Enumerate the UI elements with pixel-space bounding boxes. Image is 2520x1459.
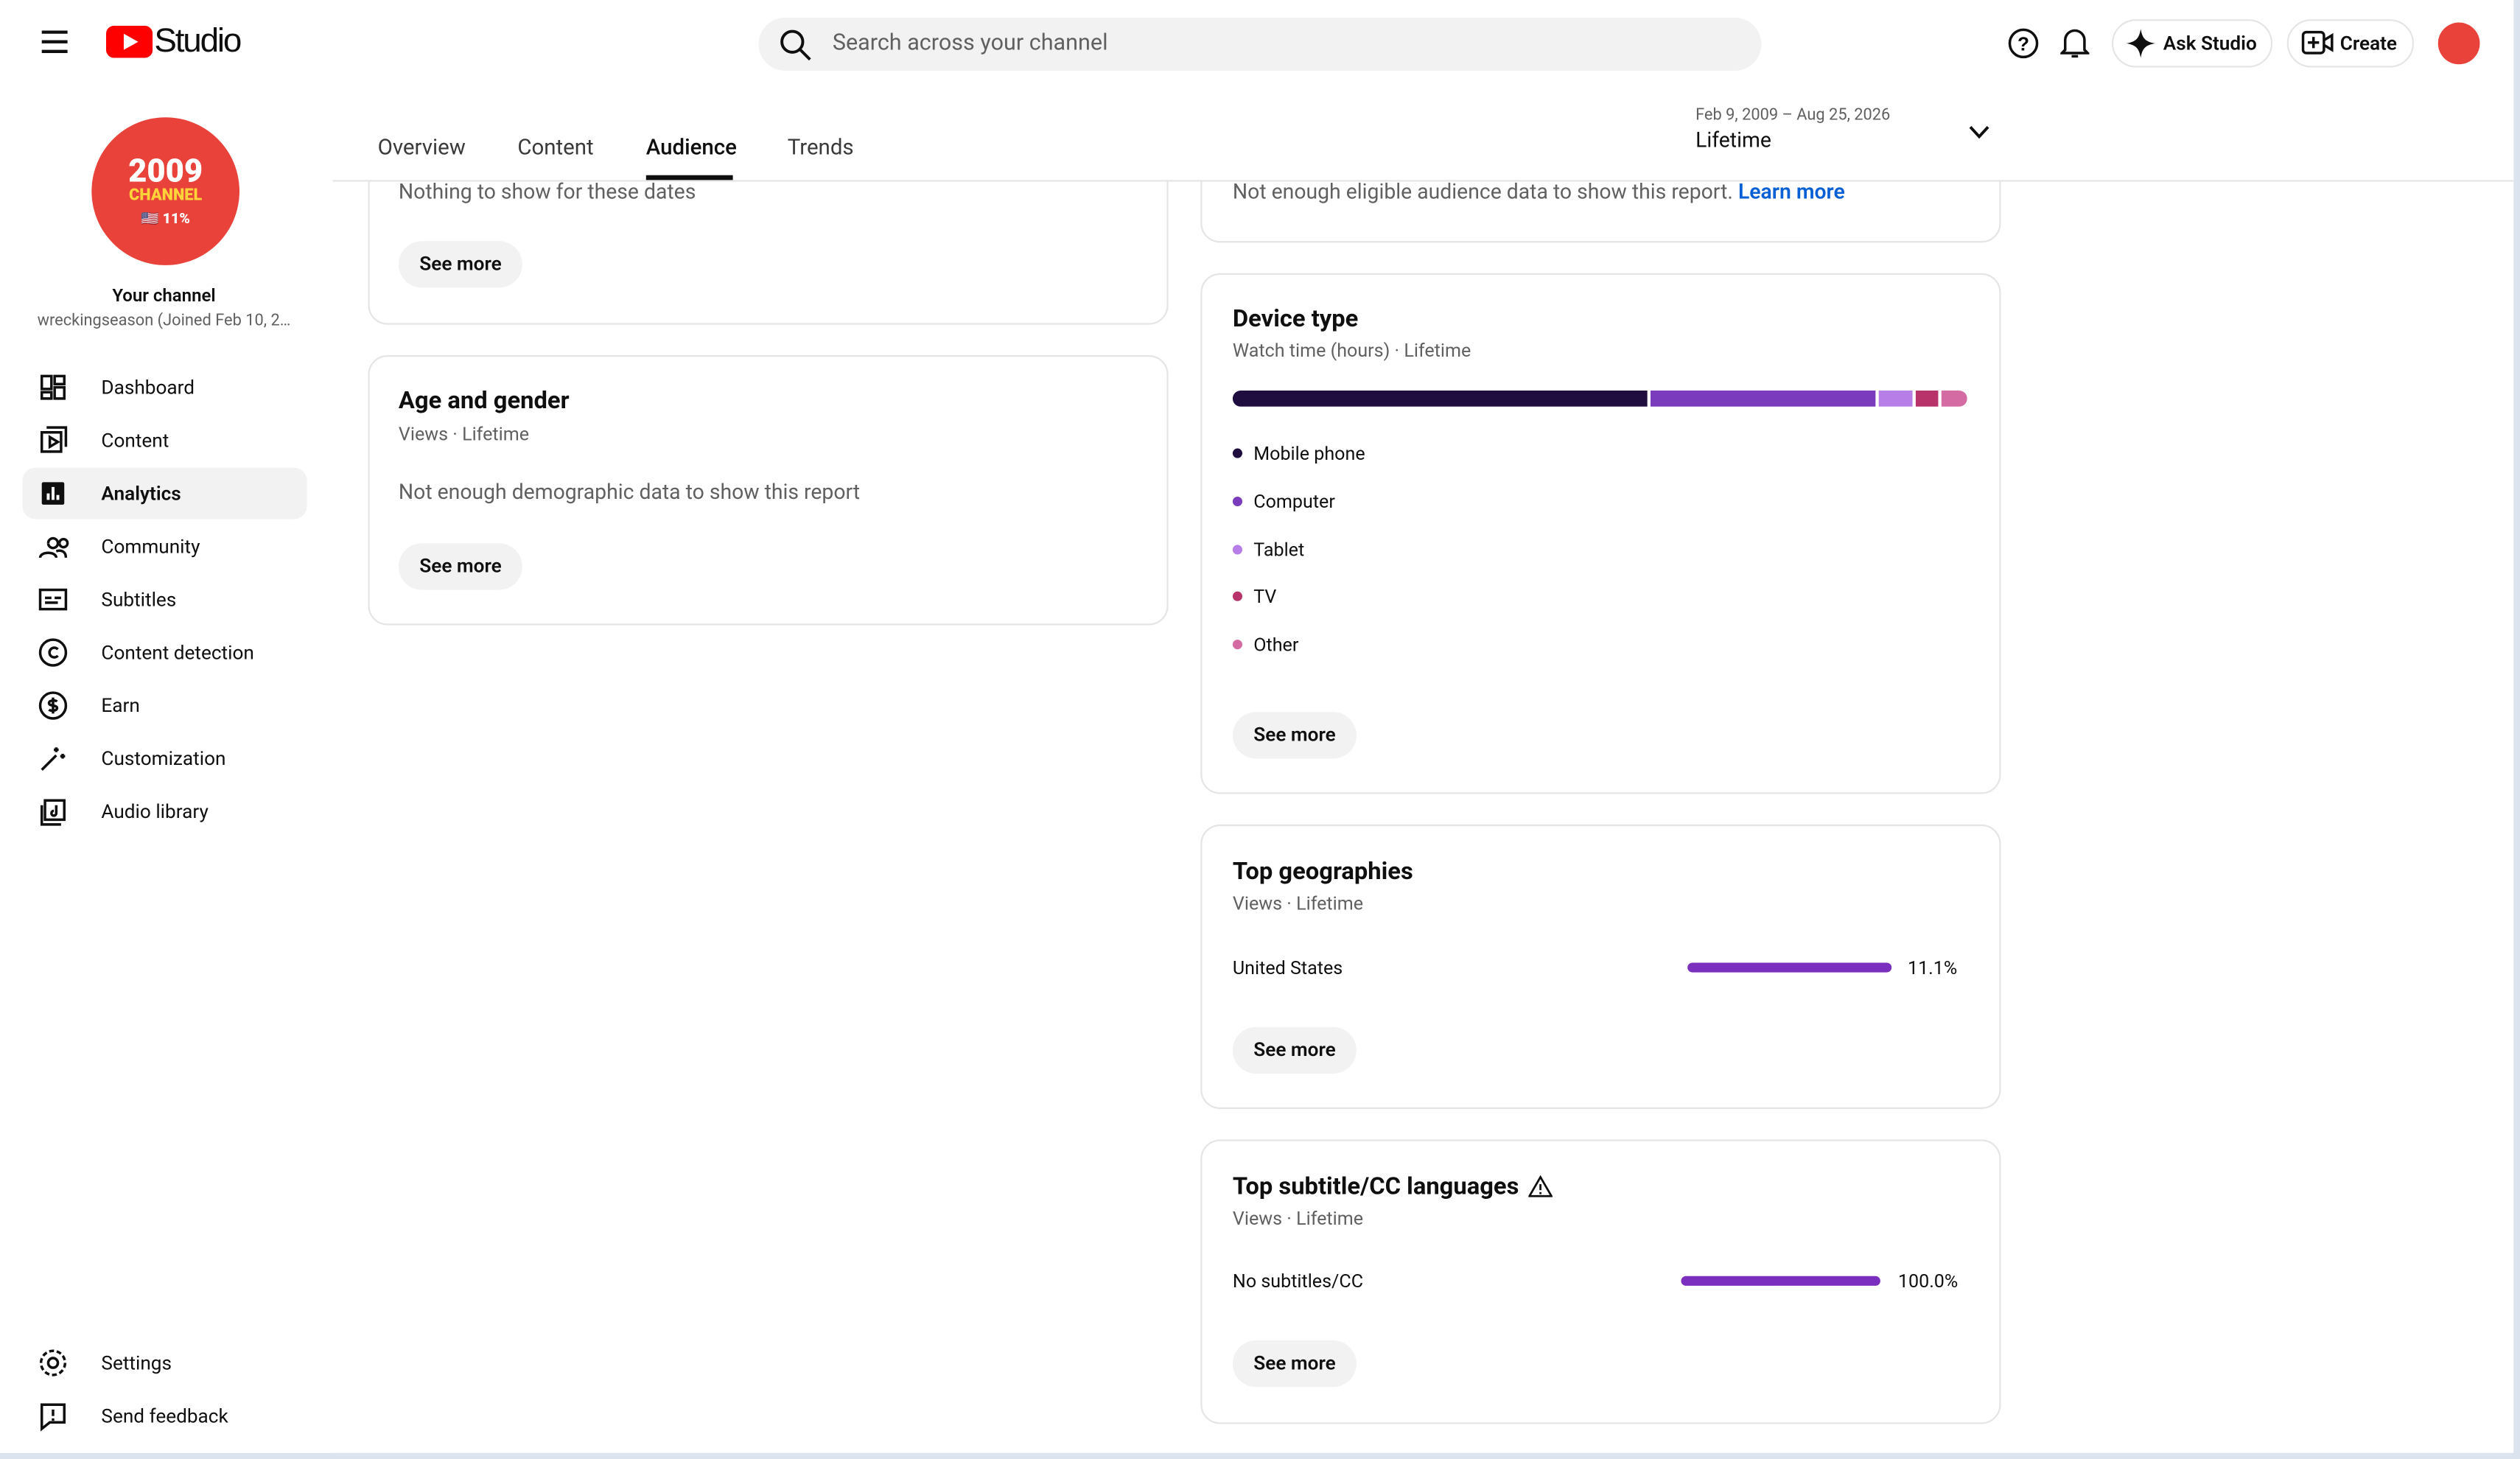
nav-item[interactable]: Settings (101, 1351, 172, 1374)
legend-dot (1232, 448, 1243, 458)
tab-underline (645, 175, 733, 181)
legend-dot (1232, 640, 1243, 650)
nav-item[interactable]: Community (101, 535, 200, 558)
account-avatar[interactable] (2437, 22, 2480, 65)
card-title: Top subtitle/CC languages (1232, 1172, 1519, 1201)
avatar-text: 🇺🇸 11% (141, 211, 191, 228)
tab[interactable]: Overview (377, 135, 466, 161)
help-icon[interactable]: ? (2007, 27, 2040, 60)
tab-active[interactable]: Audience (645, 135, 737, 161)
value-label: 11.1% (1907, 956, 1958, 979)
chevron-icon[interactable] (1969, 125, 1989, 140)
bar-segment (1942, 391, 1967, 407)
stacked-bar (1232, 391, 1967, 407)
nav-icon (38, 588, 68, 611)
nav-icon (38, 691, 68, 720)
create-icon (2301, 30, 2334, 55)
message: Not enough demographic data to show this… (398, 481, 861, 505)
channel-handle: wreckingseason (Joined Feb 10, 2… (37, 312, 291, 331)
ask-studio-button[interactable] (2111, 19, 2273, 68)
nav-item[interactable]: Dashboard (101, 376, 195, 399)
nav-icon (41, 747, 66, 771)
date-label[interactable]: Lifetime (1695, 129, 1771, 154)
row-label: No subtitles/CC (1232, 1270, 1364, 1292)
nav-item[interactable]: Content detection (101, 641, 254, 664)
nav-item[interactable]: Customization (101, 747, 226, 770)
nav-item[interactable]: Analytics (101, 482, 181, 505)
legend-label: Computer (1253, 490, 1335, 513)
card-subtitle: Views · Lifetime (398, 422, 530, 446)
sparkle-icon (2126, 29, 2155, 58)
nav-icon (38, 536, 69, 559)
see-more-button[interactable]: See more (1232, 712, 1357, 759)
nav-icon (41, 482, 65, 505)
bar-segment (1878, 391, 1913, 407)
logo-icon[interactable] (105, 25, 153, 58)
bar (1681, 1276, 1880, 1286)
sidebar (0, 88, 333, 1453)
nav-active-bg (22, 467, 307, 519)
search-placeholder: Search across your channel (832, 30, 1108, 57)
card-title: Device type (1232, 304, 1359, 333)
date-range[interactable]: Feb 9, 2009 – Aug 25, 2026 (1695, 107, 1891, 125)
channel-title: Your channel (112, 285, 216, 307)
menu-icon[interactable] (41, 29, 69, 55)
legend-dot (1232, 591, 1243, 601)
avatar-text: CHANNEL (128, 187, 203, 206)
warning-icon (1528, 1175, 1553, 1197)
bar (1687, 962, 1892, 973)
see-more-button[interactable]: See more (1232, 1026, 1357, 1074)
legend-label: Other (1253, 633, 1299, 656)
svg-text:?: ? (2017, 33, 2029, 55)
legend-label: TV (1253, 584, 1277, 608)
row-label: United States (1232, 956, 1343, 979)
create-label: Create (2339, 32, 2398, 55)
nav-icon (40, 1403, 66, 1432)
card-subtitle: Watch time (hours) · Lifetime (1232, 339, 1471, 362)
card-subtitle: Views · Lifetime (1232, 1207, 1364, 1230)
legend-dot (1232, 496, 1243, 507)
bar-segment (1915, 391, 1939, 407)
nav-icon (39, 1349, 67, 1376)
nav-item[interactable]: Earn (101, 694, 140, 717)
see-more-button[interactable]: See more (1232, 1340, 1357, 1388)
see-more-button[interactable]: See more (398, 543, 523, 590)
legend-dot (1232, 545, 1243, 555)
card (1200, 273, 2001, 794)
bar-segment (1650, 391, 1875, 407)
nav-item[interactable]: Audio library (101, 800, 209, 823)
logo-text[interactable]: Studio (154, 22, 242, 60)
avatar-text: 2009 (128, 151, 203, 190)
notifications-icon[interactable] (2060, 26, 2090, 60)
channel-avatar[interactable] (91, 117, 239, 265)
search-box[interactable] (758, 17, 1762, 71)
nav-item[interactable]: Send feedback (101, 1404, 228, 1427)
tab[interactable]: Content (517, 135, 594, 161)
message-text: Not enough eligible audience data to sho… (1232, 181, 1733, 206)
bar-segment (1232, 391, 1648, 407)
message: Not enough eligible audience data to sho… (1233, 181, 1845, 205)
tab[interactable]: Trends (787, 135, 854, 161)
learn-more-link[interactable]: Learn more (1737, 181, 1845, 206)
ask-studio-label: Ask Studio (2163, 32, 2257, 55)
nav-icon (40, 426, 68, 453)
message: Nothing to show for these dates (398, 181, 696, 206)
nav-item[interactable]: Subtitles (101, 588, 177, 611)
card-title: Top geographies (1232, 856, 1413, 886)
nav-icon (38, 638, 68, 667)
nav-icon (40, 799, 66, 826)
legend-label: Tablet (1253, 538, 1305, 561)
value-label: 100.0% (1897, 1270, 1959, 1292)
nav-item[interactable]: Content (101, 429, 169, 452)
card-title: Age and gender (398, 385, 570, 415)
legend-label: Mobile phone (1253, 441, 1365, 465)
create-button[interactable] (2286, 19, 2415, 68)
nav-icon (40, 374, 66, 400)
search-icon (780, 29, 811, 61)
card-subtitle: Views · Lifetime (1232, 892, 1364, 915)
see-more-button[interactable]: See more (398, 241, 523, 288)
